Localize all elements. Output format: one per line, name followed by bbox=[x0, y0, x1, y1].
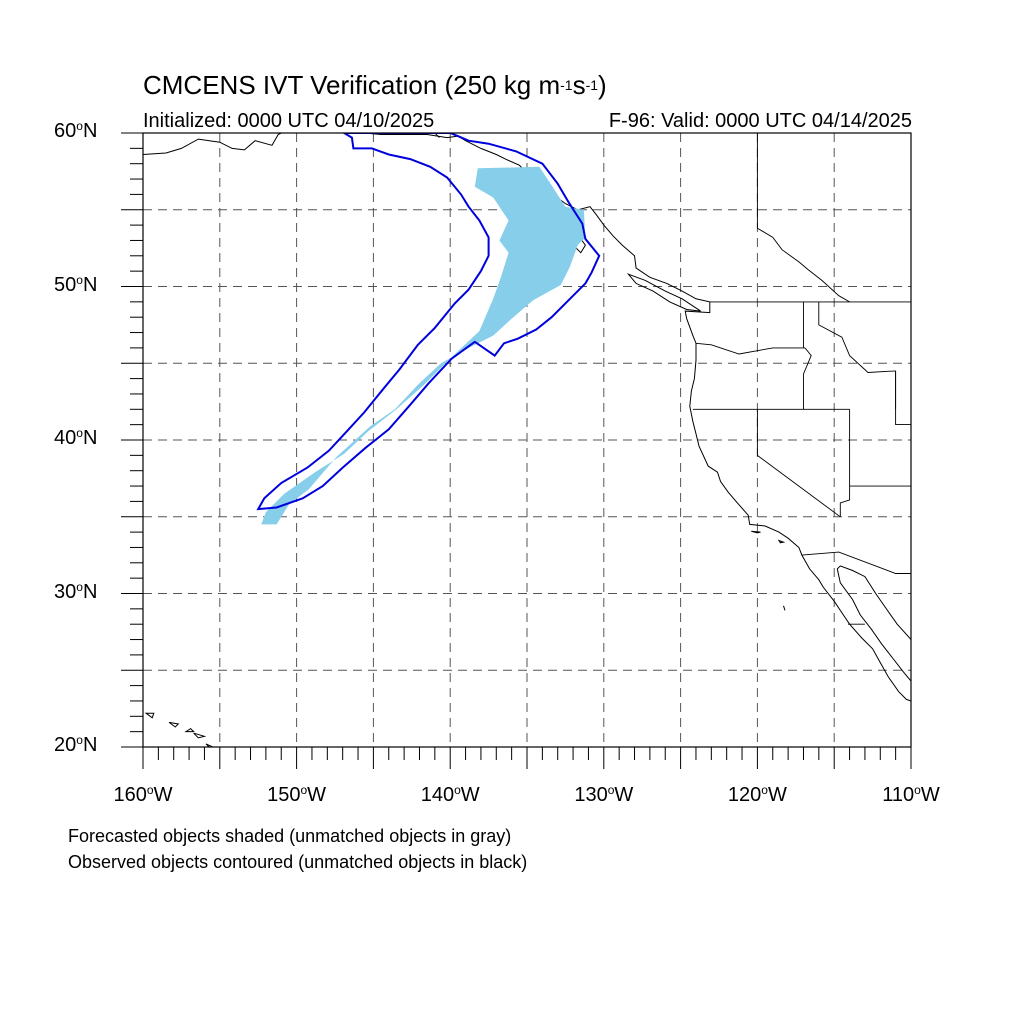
forecast-objects bbox=[261, 166, 586, 525]
axis-ticks bbox=[121, 132, 912, 769]
island-channel bbox=[777, 539, 786, 544]
border-nv-az bbox=[839, 486, 851, 517]
lat-label: 50oN bbox=[54, 272, 98, 296]
lon-label: 140oW bbox=[420, 783, 480, 806]
lat-label: 60oN bbox=[54, 119, 98, 142]
lat-label: 20oN bbox=[54, 733, 98, 756]
observed-object bbox=[256, 133, 601, 511]
island-hawaii bbox=[184, 727, 195, 733]
island-guadalupe bbox=[783, 605, 786, 611]
lat-label: 30oN bbox=[54, 579, 98, 603]
init-time-label: Initialized: 0000 UTC 04/10/2025 bbox=[143, 110, 435, 132]
border-ut-east bbox=[895, 370, 911, 426]
lon-label: 160oW bbox=[113, 783, 173, 806]
coastline-gulf-of-alaska bbox=[350, 133, 911, 702]
island-channel bbox=[751, 530, 761, 534]
lon-label: 120oW bbox=[727, 783, 787, 806]
lon-label: 130oW bbox=[574, 783, 634, 806]
lat-label: 40oN bbox=[54, 426, 98, 449]
forecast-note: Forecasted objects shaded (unmatched obj… bbox=[68, 826, 512, 846]
valid-time-label: F-96: Valid: 0000 UTC 04/14/2025 bbox=[608, 110, 912, 132]
island-vancouver-island bbox=[626, 273, 701, 312]
lon-label: 110oW bbox=[882, 783, 940, 806]
coastline-north-america bbox=[143, 133, 282, 155]
border-us-mexico bbox=[801, 551, 911, 574]
observed-objects bbox=[256, 133, 601, 511]
border-bc-alberta bbox=[756, 133, 850, 303]
border-id-mt bbox=[818, 301, 896, 373]
observed-note: Observed objects contoured (unmatched ob… bbox=[68, 852, 528, 872]
coastline-baja-east bbox=[836, 565, 911, 682]
border-or-id bbox=[803, 347, 812, 410]
border-ca-nv bbox=[756, 409, 841, 518]
lon-label: 150oW bbox=[267, 783, 327, 806]
border-wa-or bbox=[695, 342, 805, 355]
island-hawaii bbox=[144, 712, 155, 719]
forecast-object bbox=[261, 166, 586, 525]
island-hawaii bbox=[205, 743, 215, 747]
political-boundaries bbox=[434, 133, 911, 625]
island-hawaii bbox=[168, 721, 180, 728]
figure-title: CMCENS IVT Verification (250 kg m-1s-1) bbox=[143, 70, 607, 100]
island-hawaii bbox=[193, 732, 207, 739]
